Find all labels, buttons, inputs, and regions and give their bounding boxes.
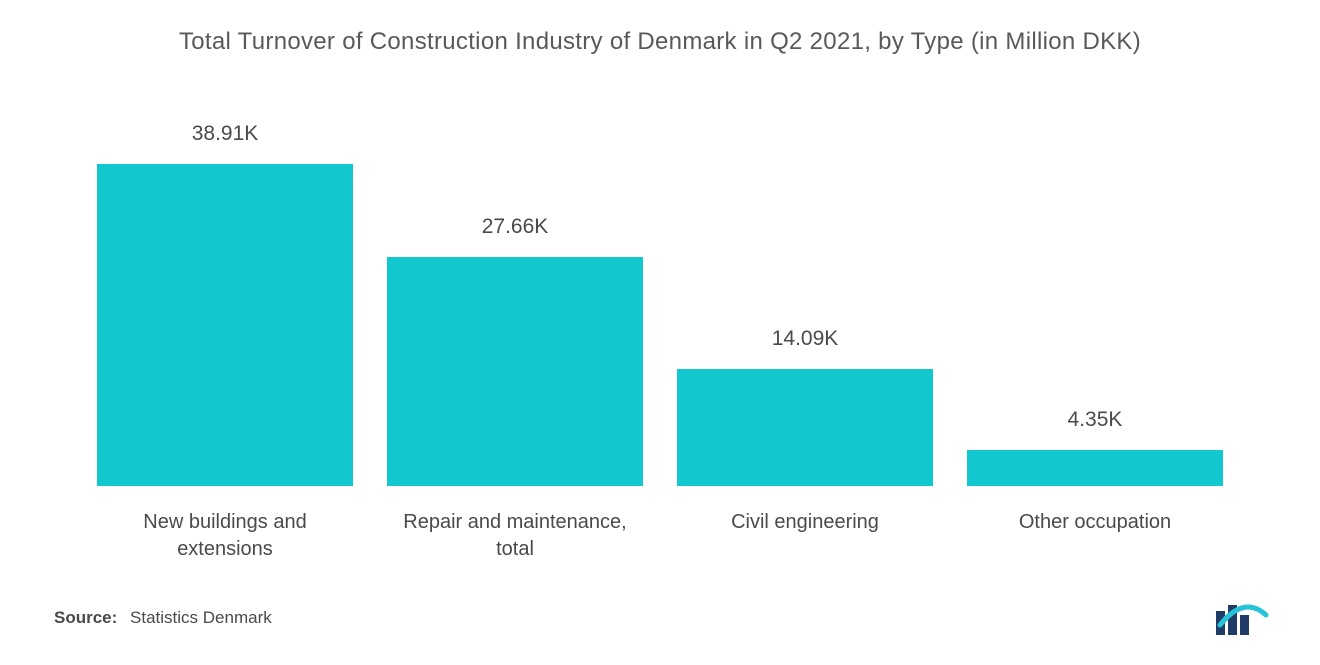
chart-container: Total Turnover of Construction Industry …: [0, 0, 1320, 665]
chart-footer: Source: Statistics Denmark: [50, 563, 1270, 645]
bar-group-1: 27.66K: [387, 215, 642, 486]
mordor-logo-icon: [1214, 601, 1270, 635]
category-label: Other occupation: [967, 509, 1222, 563]
value-label: 27.66K: [482, 215, 549, 239]
category-label: New buildings and extensions: [97, 509, 352, 563]
bar: [97, 164, 352, 486]
plot-area: 38.91K 27.66K 14.09K 4.35K: [50, 96, 1270, 497]
category-label: Repair and maintenance, total: [387, 509, 642, 563]
value-label: 14.09K: [772, 327, 839, 351]
bar: [967, 450, 1222, 486]
chart-title: Total Turnover of Construction Industry …: [50, 28, 1270, 56]
category-label: Civil engineering: [677, 509, 932, 563]
bar: [387, 257, 642, 486]
value-label: 4.35K: [1068, 408, 1123, 432]
source-value: Statistics Denmark: [130, 608, 272, 627]
source-line: Source: Statistics Denmark: [54, 608, 272, 628]
bar: [677, 369, 932, 486]
value-label: 38.91K: [192, 122, 259, 146]
category-labels-row: New buildings and extensions Repair and …: [50, 497, 1270, 563]
bar-group-2: 14.09K: [677, 327, 932, 486]
bar-group-3: 4.35K: [967, 408, 1222, 486]
source-label: Source:: [54, 608, 117, 627]
bar-group-0: 38.91K: [97, 122, 352, 486]
